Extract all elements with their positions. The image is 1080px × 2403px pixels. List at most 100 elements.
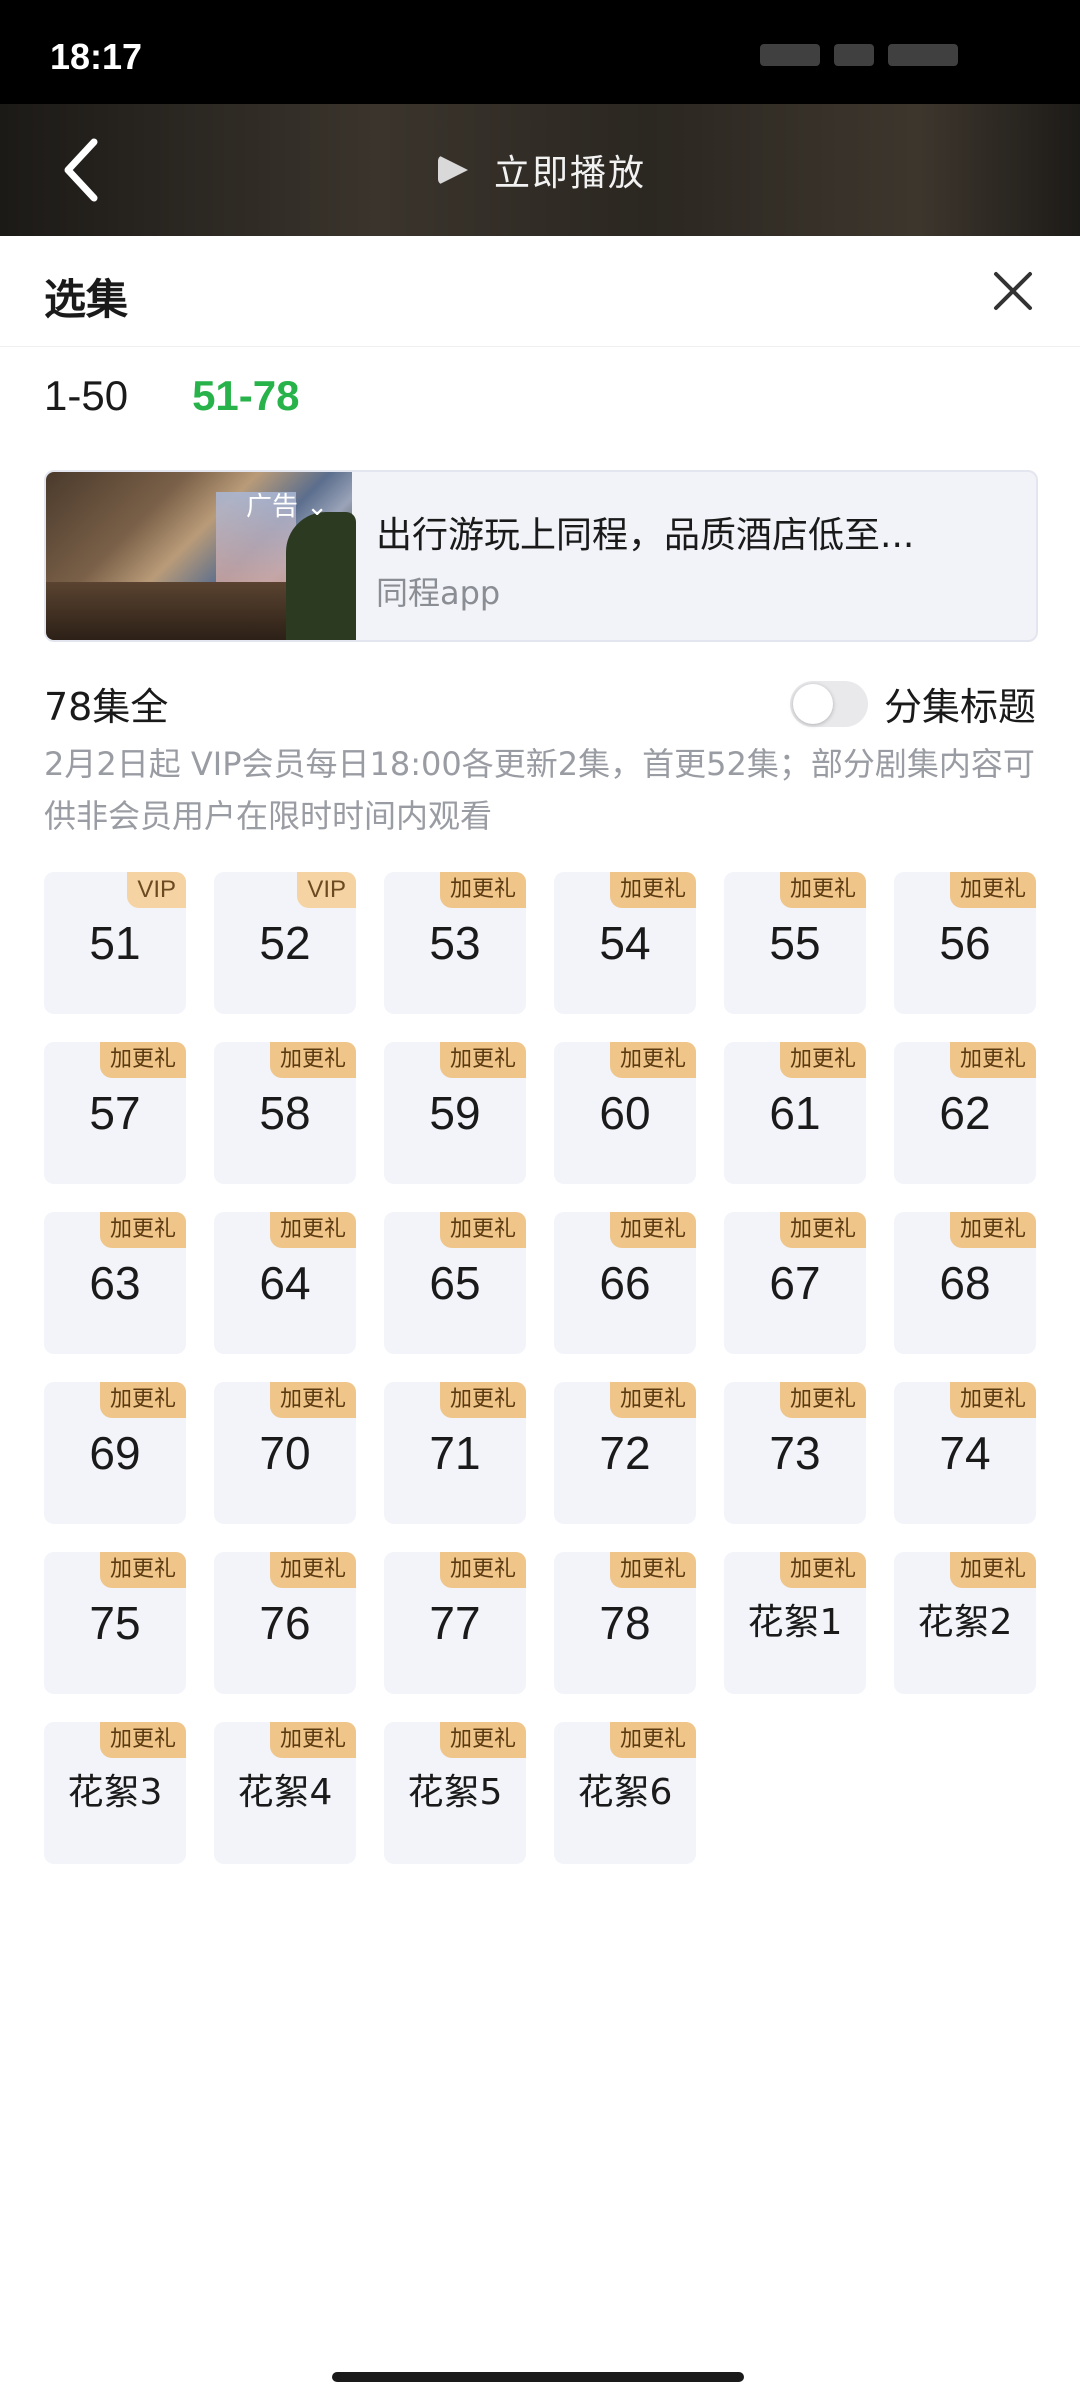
- episode-label: 63: [89, 1257, 141, 1309]
- close-button[interactable]: [990, 268, 1036, 314]
- episode-tile[interactable]: 74 加更礼: [894, 1382, 1036, 1524]
- ad-title: 出行游玩上同程，品质酒店低至...: [376, 515, 915, 556]
- episode-tile[interactable]: 78 加更礼: [554, 1552, 696, 1694]
- episode-tile[interactable]: 68 加更礼: [894, 1212, 1036, 1354]
- bonus-badge: 加更礼: [779, 1382, 866, 1418]
- bonus-badge: 加更礼: [269, 1722, 356, 1758]
- episode-tile[interactable]: 61 加更礼: [724, 1042, 866, 1184]
- episode-tile[interactable]: 77 加更礼: [384, 1552, 526, 1694]
- episode-label: 64: [259, 1257, 311, 1309]
- episode-label: 66: [599, 1257, 651, 1309]
- player-header: 立即播放: [0, 104, 1080, 236]
- episode-label: 53: [429, 917, 481, 969]
- episode-label: 57: [89, 1087, 141, 1139]
- play-now-button[interactable]: 立即播放: [438, 140, 646, 200]
- episode-tile[interactable]: 56 加更礼: [894, 872, 1036, 1014]
- toggle-switch[interactable]: [789, 680, 868, 727]
- episode-info-row: 78集全 分集标题: [44, 676, 1036, 732]
- bonus-badge: 加更礼: [99, 1212, 186, 1248]
- episode-tile[interactable]: 72 加更礼: [554, 1382, 696, 1524]
- sheet-title: 选集: [44, 275, 129, 324]
- episode-sheet-header: 选集: [0, 236, 1080, 347]
- episode-tile[interactable]: 54 加更礼: [554, 872, 696, 1014]
- bonus-badge: 加更礼: [949, 1552, 1036, 1588]
- bonus-badge: 加更礼: [99, 1382, 186, 1418]
- bonus-badge: 加更礼: [439, 872, 526, 908]
- episode-tile[interactable]: 65 加更礼: [384, 1212, 526, 1354]
- episode-tile[interactable]: 73 加更礼: [724, 1382, 866, 1524]
- episode-tile[interactable]: 63 加更礼: [44, 1212, 186, 1354]
- episode-label: 73: [769, 1427, 821, 1479]
- bonus-badge: 加更礼: [609, 1722, 696, 1758]
- episode-tile[interactable]: 57 加更礼: [44, 1042, 186, 1184]
- episode-tile[interactable]: 52 VIP: [214, 872, 356, 1014]
- bonus-badge: 加更礼: [99, 1722, 186, 1758]
- episode-label: 76: [259, 1597, 311, 1649]
- bonus-badge: 加更礼: [779, 872, 866, 908]
- bonus-badge: 加更礼: [269, 1552, 356, 1588]
- episode-tile[interactable]: 62 加更礼: [894, 1042, 1036, 1184]
- episode-tile[interactable]: 花絮4 加更礼: [214, 1722, 356, 1864]
- episode-label: 74: [939, 1427, 991, 1479]
- episode-tile[interactable]: 花絮5 加更礼: [384, 1722, 526, 1864]
- episode-tile[interactable]: 58 加更礼: [214, 1042, 356, 1184]
- episode-label: 75: [89, 1597, 141, 1649]
- bonus-badge: 加更礼: [269, 1042, 356, 1078]
- episode-tile[interactable]: 76 加更礼: [214, 1552, 356, 1694]
- episode-tile[interactable]: 69 加更礼: [44, 1382, 186, 1524]
- bonus-badge: 加更礼: [439, 1552, 526, 1588]
- home-indicator: [332, 2372, 744, 2382]
- episode-count: 78集全: [44, 685, 169, 729]
- episode-tile[interactable]: 花絮2 加更礼: [894, 1552, 1036, 1694]
- bonus-badge: 加更礼: [609, 1382, 696, 1418]
- bonus-badge: 加更礼: [779, 1042, 866, 1078]
- bonus-badge: 加更礼: [439, 1382, 526, 1418]
- episode-label: 67: [769, 1257, 821, 1309]
- episode-tile[interactable]: 71 加更礼: [384, 1382, 526, 1524]
- chevron-left-icon: [64, 138, 98, 202]
- bonus-badge: 加更礼: [609, 872, 696, 908]
- episode-tile[interactable]: 64 加更礼: [214, 1212, 356, 1354]
- episode-tile[interactable]: 67 加更礼: [724, 1212, 866, 1354]
- bonus-badge: 加更礼: [949, 1382, 1036, 1418]
- episode-tile[interactable]: 60 加更礼: [554, 1042, 696, 1184]
- episode-tile[interactable]: 70 加更礼: [214, 1382, 356, 1524]
- episode-tile[interactable]: 花絮3 加更礼: [44, 1722, 186, 1864]
- update-notice: 2月2日起 VIP会员每日18:00各更新2集，首更52集；部分剧集内容可供非会…: [44, 745, 1035, 835]
- bonus-badge: 加更礼: [949, 872, 1036, 908]
- episode-tile[interactable]: 51 VIP: [44, 872, 186, 1014]
- bonus-badge: 加更礼: [439, 1722, 526, 1758]
- episode-tile[interactable]: 花絮6 加更礼: [554, 1722, 696, 1864]
- bonus-badge: 加更礼: [949, 1042, 1036, 1078]
- episode-label: 71: [429, 1427, 481, 1479]
- tab-range-51-78[interactable]: 51-78: [192, 372, 300, 419]
- status-bar: 18:17: [0, 0, 1080, 104]
- episode-label: 54: [599, 917, 651, 969]
- episode-tile[interactable]: 59 加更礼: [384, 1042, 526, 1184]
- episode-label: 花絮1: [747, 1602, 843, 1643]
- tab-range-1-50[interactable]: 1-50: [44, 372, 129, 419]
- status-icons: [760, 44, 1020, 70]
- episode-tile[interactable]: 55 加更礼: [724, 872, 866, 1014]
- episode-label: 70: [259, 1427, 311, 1479]
- episode-title-toggle[interactable]: 分集标题: [789, 676, 1036, 731]
- episode-label: 花絮4: [237, 1772, 333, 1813]
- episode-label: 77: [429, 1597, 481, 1649]
- ad-badge[interactable]: 广告 ⌄: [246, 492, 329, 522]
- episode-tile[interactable]: 75 加更礼: [44, 1552, 186, 1694]
- episode-label: 60: [599, 1087, 651, 1139]
- back-button[interactable]: [54, 130, 114, 210]
- episode-tile[interactable]: 66 加更礼: [554, 1212, 696, 1354]
- bonus-badge: 加更礼: [609, 1042, 696, 1078]
- episode-tile[interactable]: 花絮1 加更礼: [724, 1552, 866, 1694]
- episode-label: 55: [769, 917, 821, 969]
- episode-label: 花絮6: [577, 1772, 673, 1813]
- play-icon: [438, 155, 468, 185]
- episode-label: 61: [769, 1087, 821, 1139]
- episode-label: 花絮2: [917, 1602, 1013, 1643]
- episode-tile[interactable]: 53 加更礼: [384, 872, 526, 1014]
- bonus-badge: 加更礼: [269, 1212, 356, 1248]
- ad-banner[interactable]: 广告 ⌄ 出行游玩上同程，品质酒店低至... 同程app: [44, 470, 1038, 642]
- episode-label: 58: [259, 1087, 311, 1139]
- episode-label: 68: [939, 1257, 991, 1309]
